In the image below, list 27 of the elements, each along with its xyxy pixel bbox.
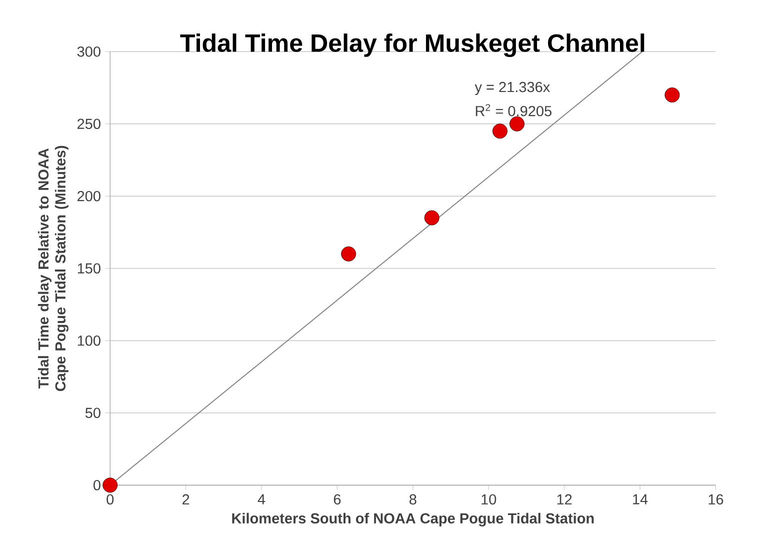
point — [510, 116, 524, 132]
chart-title: Tidal Time Delay for Muskeget Channel — [180, 34, 644, 58]
point — [664, 87, 680, 102]
y-tick-label: 300 — [77, 46, 100, 57]
point — [341, 246, 356, 262]
y-tick-label: 150 — [78, 263, 100, 274]
x-tick-label: 14 — [633, 494, 648, 504]
y-tick-label: 100 — [78, 336, 100, 346]
y-tick-label: 50 — [85, 408, 100, 418]
x-tick-label: 12 — [557, 494, 572, 504]
point — [424, 210, 440, 226]
x-tick-label: 4 — [258, 494, 266, 504]
point — [102, 478, 118, 493]
x-tick-label: 0 — [106, 494, 114, 505]
y-axis-title: Tidal Time delay Relative to NOAA Cape Pogue Tidal Station (Minutes) — [38, 146, 68, 392]
x-tick-label: 16 — [708, 494, 724, 505]
y-tick-label: 200 — [78, 191, 100, 202]
annotation: y = 21.336x — [474, 82, 550, 96]
x-tick-label: 8 — [410, 494, 416, 505]
x-tick-label: 10 — [482, 494, 496, 505]
x-axis-title: Kilometers South of NOAA Cape Pogue Tidal Station — [232, 512, 594, 526]
y-tick-label: 250 — [78, 118, 100, 129]
x-tick-label: 2 — [182, 494, 190, 504]
x-tick-label: 6 — [334, 494, 341, 505]
point — [492, 124, 508, 139]
annotation: R$^{2}$ = 0.9205 — [476, 104, 552, 116]
y-tick-label: 0 — [94, 480, 100, 490]
